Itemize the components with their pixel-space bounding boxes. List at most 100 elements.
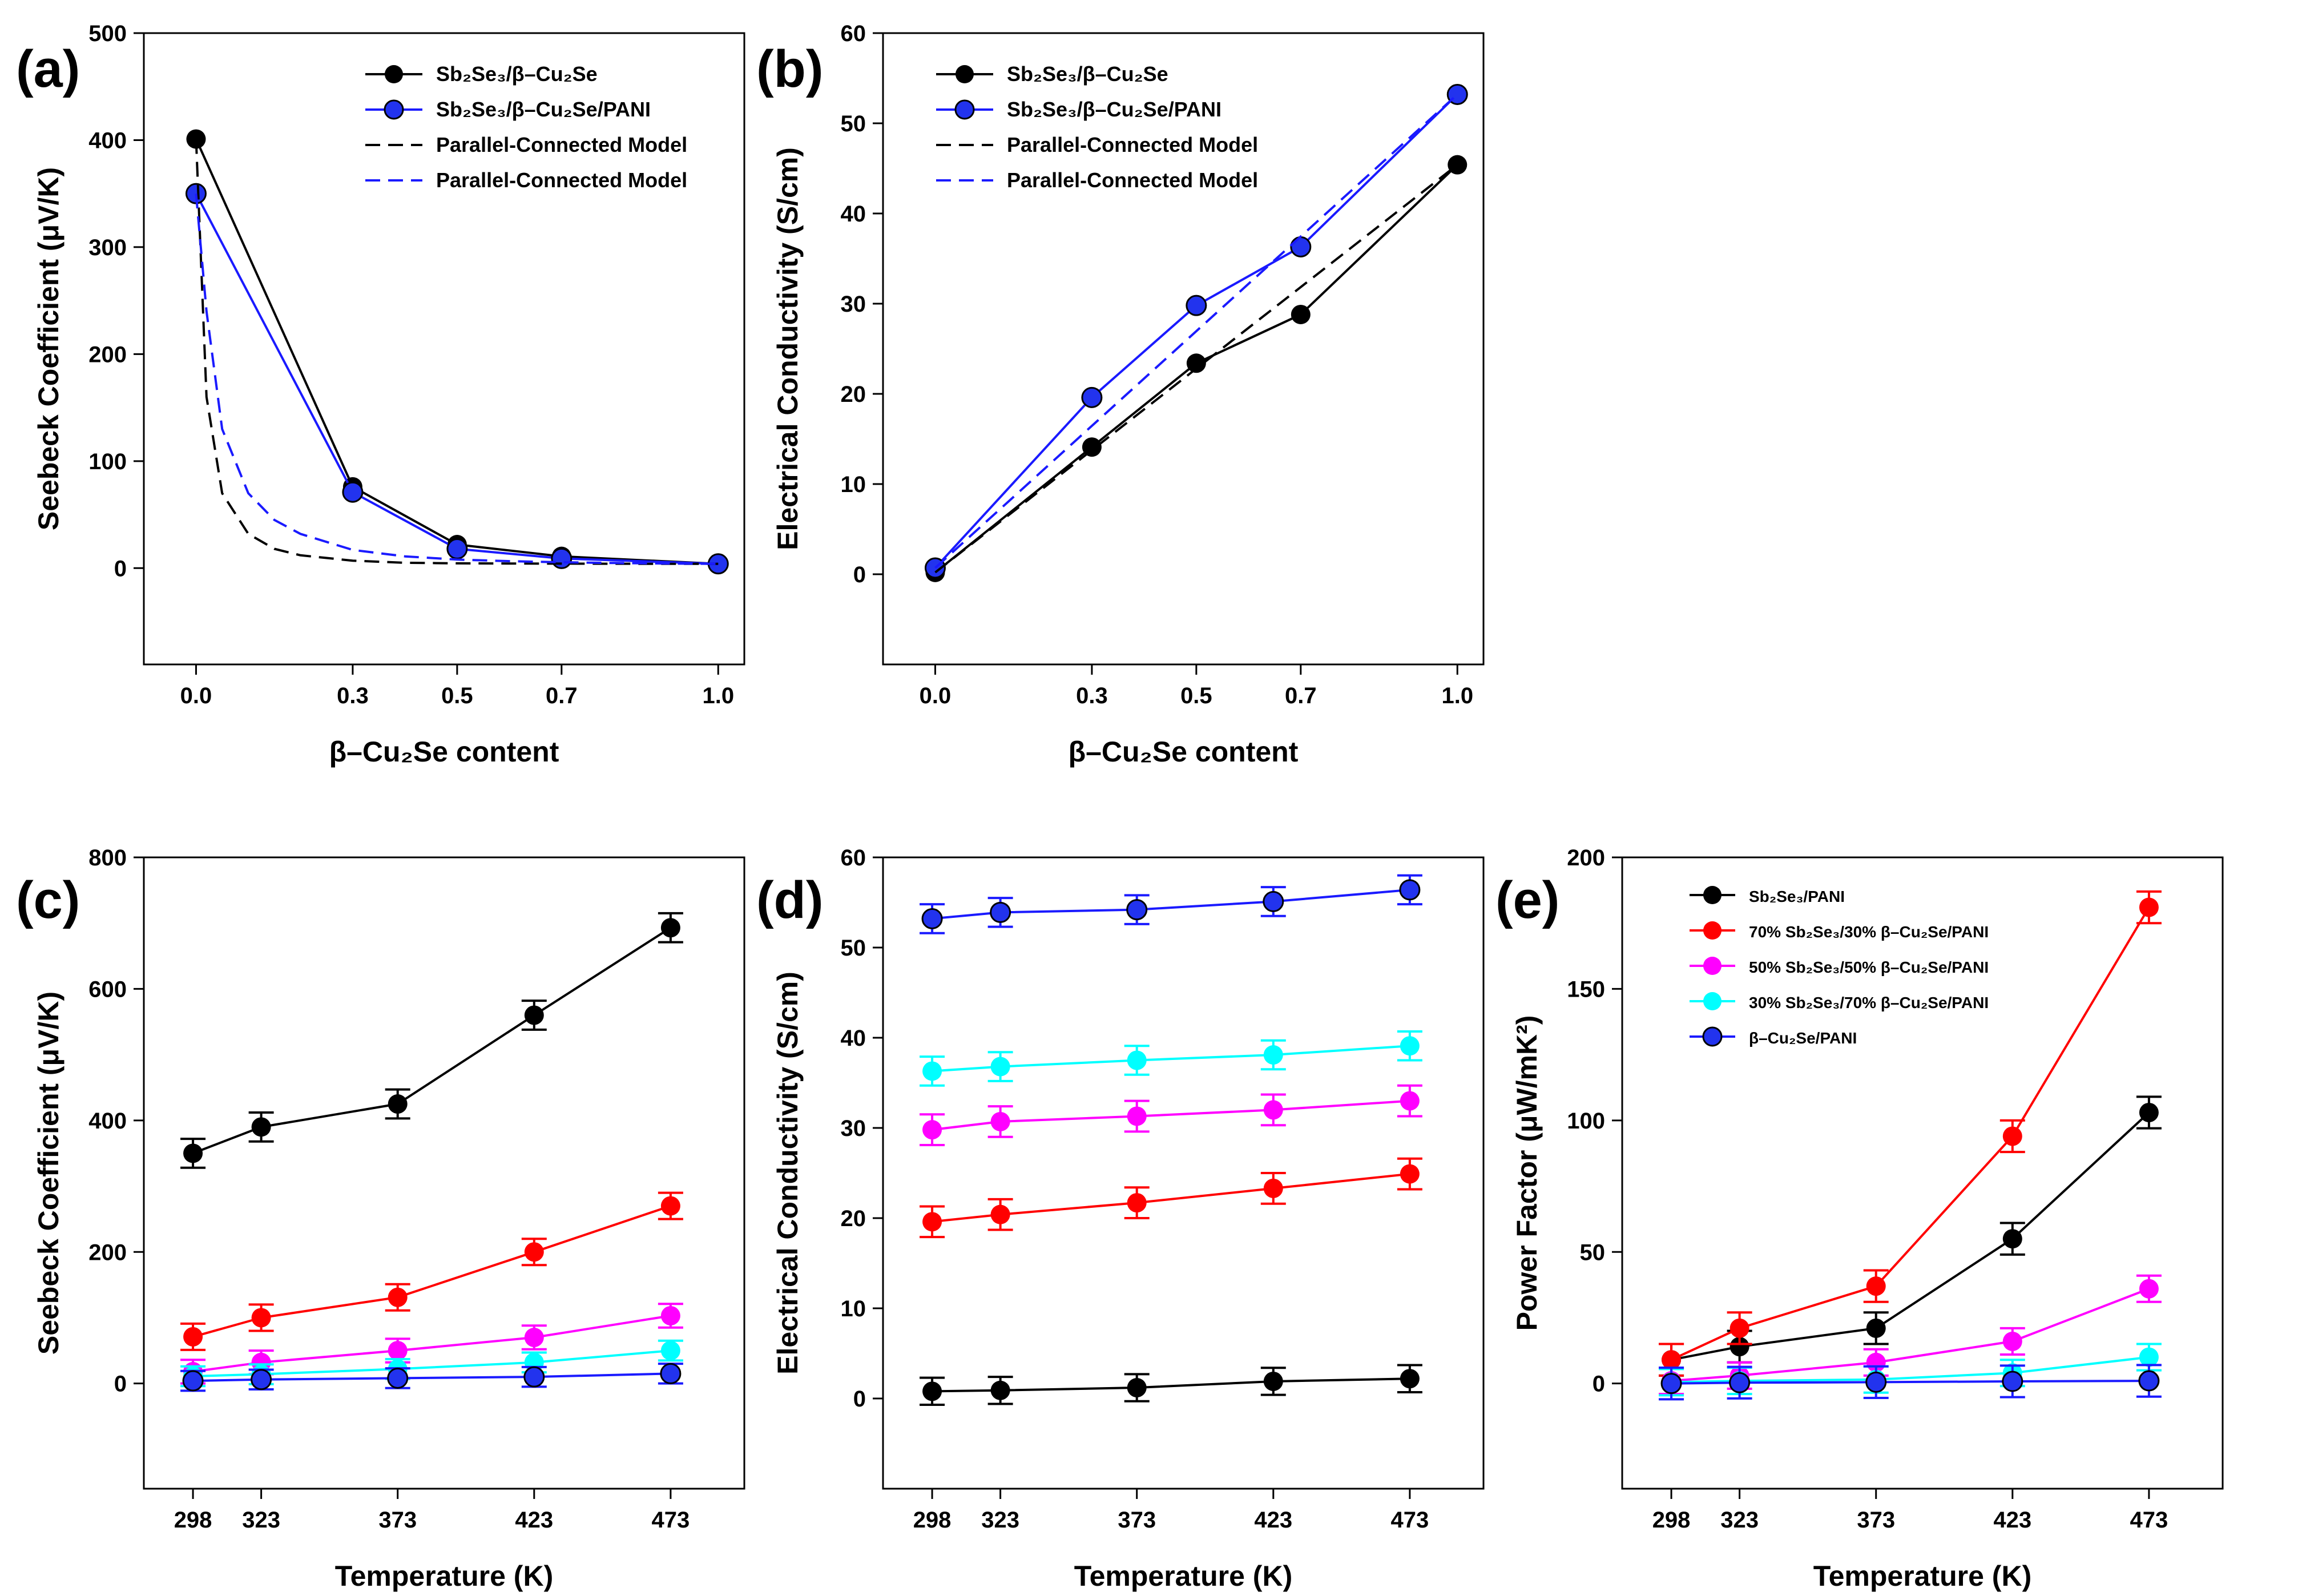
legend: Sb₂Se₃/β–Cu₂Se Sb₂Se₃/β–Cu₂Se/PANI Paralle… xyxy=(365,62,687,192)
x-tick-label: 0.7 xyxy=(546,683,578,708)
series-line xyxy=(934,93,1458,569)
data-point xyxy=(922,1061,942,1081)
chart-b: (b) 0.0 0.3 0.5 0.7 1.0 0 10 20 30 40 50 60 β–Cu₂Se c… xyxy=(756,21,1485,768)
y-axis-label: Electrical Conductivity (S/cm) xyxy=(772,972,804,1375)
series-line xyxy=(934,164,1458,574)
plot-frame xyxy=(143,32,745,666)
data-point xyxy=(1399,879,1421,901)
y-tick-label: 200 xyxy=(88,342,127,367)
data-point xyxy=(183,1327,203,1347)
data-point xyxy=(660,1363,682,1384)
series-line xyxy=(195,194,719,565)
y-tick-label: 60 xyxy=(841,845,866,870)
chart-a: (a) 0.0 0.3 0.5 0.7 1.0 0 100 200 300 400 500 β–Cu₂S… xyxy=(16,21,745,768)
y-tick-label: 200 xyxy=(88,1240,127,1265)
data-point xyxy=(1263,1100,1283,1120)
plot-frame xyxy=(143,856,745,1490)
data-point xyxy=(388,1094,408,1114)
y-tick-label: 800 xyxy=(88,845,127,870)
legend-label: 50% Sb₂Se₃/50% β–Cu₂Se/PANI xyxy=(1749,958,1989,976)
y-tick-label: 0 xyxy=(1593,1372,1605,1397)
data-point xyxy=(922,1212,942,1232)
legend-marker xyxy=(1702,1026,1723,1047)
data-point xyxy=(446,538,468,560)
legend-label: Sb₂Se₃/PANI xyxy=(1749,888,1845,905)
y-tick-label: 100 xyxy=(1567,1109,1605,1134)
data-point xyxy=(1127,1106,1147,1126)
data-point xyxy=(524,1242,544,1262)
series-a-3 xyxy=(195,194,719,565)
data-point xyxy=(1729,1318,1749,1338)
legend-label: 30% Sb₂Se₃/70% β–Cu₂Se/PANI xyxy=(1749,994,1989,1011)
x-axis-label: Temperature (K) xyxy=(335,1560,553,1592)
data-point xyxy=(1186,353,1206,373)
series-d-0 xyxy=(920,1364,1422,1406)
data-point xyxy=(1127,1193,1147,1213)
legend-label: Sb₂Se₃/β–Cu₂Se xyxy=(1007,62,1168,86)
data-point xyxy=(2139,897,2159,917)
y-axis-label: Seebeck Coefficient (μV/K) xyxy=(33,167,64,530)
data-point xyxy=(1865,1371,1887,1393)
data-point xyxy=(1082,437,1102,457)
x-tick-label: 323 xyxy=(242,1508,280,1533)
data-point xyxy=(524,1005,544,1025)
data-point xyxy=(2139,1279,2159,1299)
legend-marker xyxy=(954,99,975,120)
legend-label: β–Cu₂Se/PANI xyxy=(1749,1029,1857,1047)
series-line xyxy=(195,193,719,565)
y-tick-label: 300 xyxy=(88,235,127,260)
legend-label: Sb₂Se₃/β–Cu₂Se xyxy=(436,62,598,86)
y-tick-label: 0 xyxy=(853,1387,866,1412)
data-point xyxy=(1866,1318,1886,1338)
y-tick-label: 30 xyxy=(841,1116,866,1141)
data-point xyxy=(1662,1350,1682,1370)
y-axis-label: Seebeck Coefficient (μV/K) xyxy=(33,992,64,1355)
data-point xyxy=(1291,304,1311,324)
data-point xyxy=(523,1366,545,1388)
x-tick-label: 473 xyxy=(1391,1508,1429,1533)
data-point xyxy=(186,129,206,149)
data-point xyxy=(660,1306,680,1326)
legend: Sb₂Se₃/PANI 70% Sb₂Se₃/30% β–Cu₂Se/PANI 50… xyxy=(1690,886,1989,1047)
data-point xyxy=(342,481,364,503)
legend-marker xyxy=(1703,886,1722,904)
y-tick-label: 40 xyxy=(841,201,866,227)
x-tick-label: 373 xyxy=(378,1508,417,1533)
x-tick-label: 0.0 xyxy=(180,683,212,708)
panel-label: (d) xyxy=(756,871,823,929)
legend-marker xyxy=(385,65,403,83)
y-tick-label: 10 xyxy=(841,472,866,497)
legend-marker xyxy=(384,99,404,120)
series-b-2 xyxy=(934,164,1458,574)
x-axis-label: β–Cu₂Se content xyxy=(329,736,559,768)
panel-label: (a) xyxy=(16,40,80,98)
x-axis-label: Temperature (K) xyxy=(1074,1560,1292,1592)
x-tick-label: 323 xyxy=(981,1508,1019,1533)
data-point xyxy=(1263,1371,1283,1391)
series-d-4 xyxy=(920,874,1422,934)
data-point xyxy=(1263,1045,1283,1065)
x-tick-label: 298 xyxy=(913,1508,952,1533)
x-axis-label: β–Cu₂Se content xyxy=(1069,736,1299,768)
y-tick-label: 10 xyxy=(841,1296,866,1321)
data-point xyxy=(388,1287,408,1307)
data-point xyxy=(2002,1126,2022,1146)
plot-frame xyxy=(882,856,1485,1490)
data-point xyxy=(990,1057,1010,1077)
y-tick-label: 100 xyxy=(88,449,127,474)
series-b-0 xyxy=(925,155,1468,582)
x-axis-label: Temperature (K) xyxy=(1813,1560,2031,1592)
y-tick-label: 400 xyxy=(88,128,127,153)
data-point xyxy=(660,918,680,938)
data-point xyxy=(551,547,573,569)
legend-marker xyxy=(1703,992,1722,1010)
y-tick-label: 60 xyxy=(841,21,866,46)
data-point xyxy=(1729,1372,1751,1393)
data-point xyxy=(1081,386,1103,408)
series-line xyxy=(195,139,719,565)
chart-d: (d) 298 323 373 423 473 0 10 20 30 40 50 60 Temperatu… xyxy=(756,845,1485,1592)
x-tick-label: 0.0 xyxy=(920,683,952,708)
data-point xyxy=(1400,1369,1420,1389)
y-tick-label: 200 xyxy=(1567,845,1605,870)
y-tick-label: 20 xyxy=(841,1206,866,1231)
